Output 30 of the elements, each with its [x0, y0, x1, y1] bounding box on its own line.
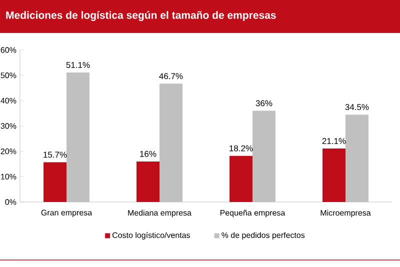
- bar: [136, 161, 160, 202]
- x-tick-label: Pequeña empresa: [220, 210, 286, 218]
- legend-label: % de pedidos perfectos: [222, 232, 305, 240]
- y-tick-label: 30%: [0, 123, 16, 129]
- chart-title: Mediciones de logística según el tamaño de empresas: [6, 11, 276, 21]
- y-tick-label: 60%: [0, 47, 16, 53]
- bar: [44, 162, 67, 202]
- y-tick-label: 0%: [5, 199, 16, 205]
- data-label: 34.5%: [345, 104, 369, 110]
- x-tick-label: Gran empresa: [41, 210, 92, 218]
- x-tick-label: Mediana empresa: [128, 210, 192, 218]
- data-label: 15.7%: [44, 152, 67, 158]
- data-label: 18.2%: [230, 145, 253, 152]
- bar: [252, 110, 276, 202]
- x-tick-label: Microempresa: [320, 210, 371, 218]
- data-label: 16%: [140, 150, 156, 157]
- bar: [160, 84, 182, 202]
- data-label: 46.7%: [159, 73, 183, 80]
- data-label: 21.1%: [322, 138, 346, 144]
- legend-label: Costo logístico/ventas: [112, 232, 190, 240]
- bar: [345, 114, 368, 202]
- data-label: 36%: [256, 100, 272, 106]
- y-tick-label: 20%: [0, 148, 16, 154]
- data-label: 51.1%: [66, 62, 90, 68]
- y-tick-label: 10%: [1, 174, 16, 180]
- y-tick-label: 40%: [0, 98, 16, 104]
- y-tick-label: 50%: [0, 72, 16, 78]
- bar: [230, 156, 252, 202]
- bar: [66, 72, 90, 202]
- bar: [322, 148, 346, 202]
